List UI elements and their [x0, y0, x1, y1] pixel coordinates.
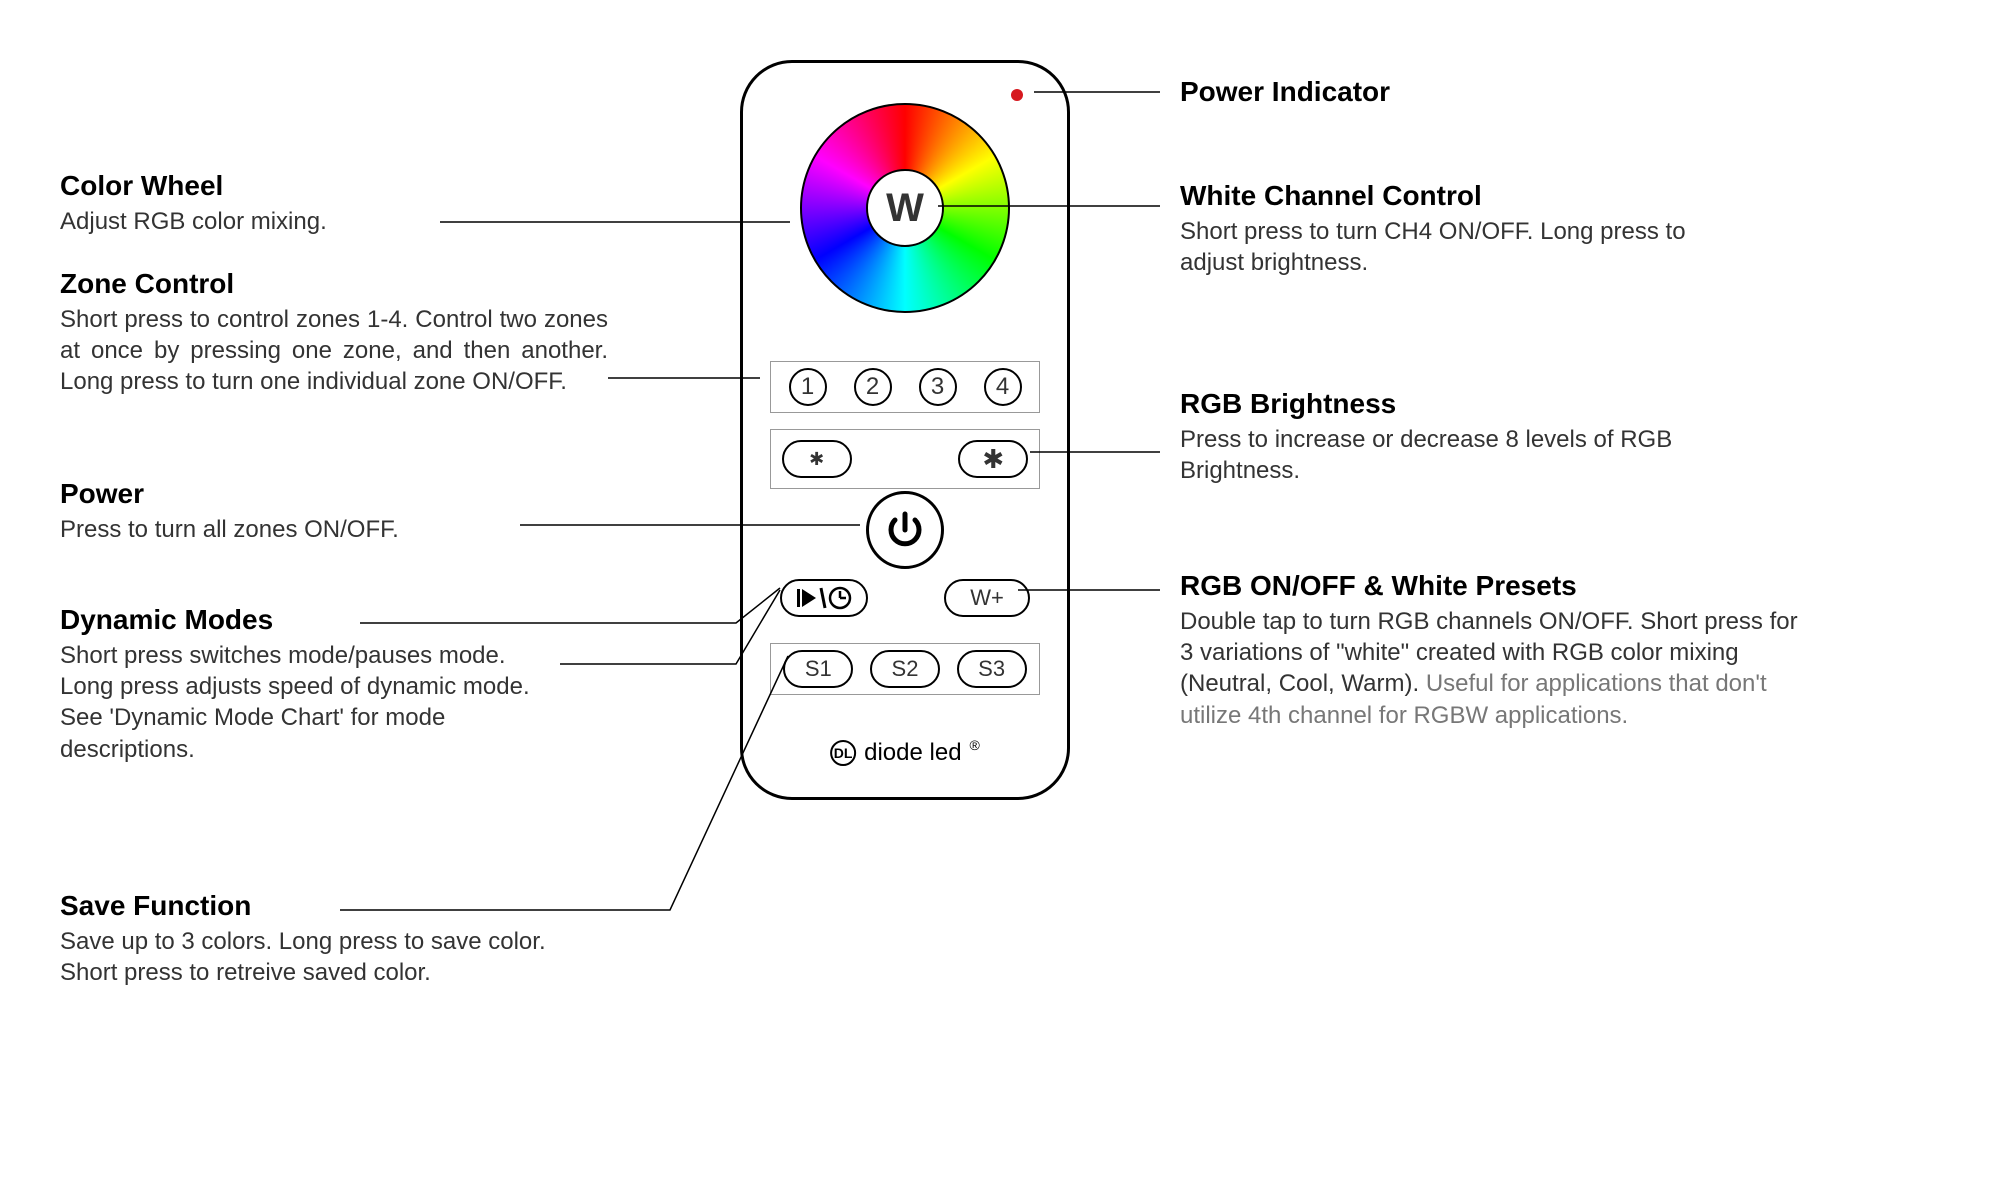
label-title: Dynamic Modes: [60, 604, 560, 636]
label-desc: Press to turn all zones ON/OFF.: [60, 514, 600, 545]
label-desc: Short press switches mode/pauses mode. L…: [60, 640, 560, 765]
dynamic-mode-button[interactable]: [780, 579, 868, 617]
brightness-down-icon: ✱: [809, 449, 824, 470]
brightness-row: ✱ ✱: [770, 429, 1040, 489]
zone-label-4: 4: [996, 373, 1009, 401]
label-rgb-brightness: RGB Brightness Press to increase or decr…: [1180, 388, 1700, 486]
label-title: Power: [60, 478, 600, 510]
label-title: Save Function: [60, 890, 550, 922]
label-power: Power Press to turn all zones ON/OFF.: [60, 478, 600, 545]
brand-logo-text: DL: [834, 745, 853, 761]
label-save-function: Save Function Save up to 3 colors. Long …: [60, 890, 550, 988]
zone-label-2: 2: [866, 373, 879, 401]
label-desc: Press to increase or decrease 8 levels o…: [1180, 424, 1700, 486]
zone-button-2[interactable]: 2: [854, 368, 892, 406]
zone-label-1: 1: [801, 373, 814, 401]
color-wheel[interactable]: W: [800, 103, 1010, 313]
zone-label-3: 3: [931, 373, 944, 401]
label-desc: Adjust RGB color mixing.: [60, 206, 600, 237]
white-channel-button[interactable]: W: [866, 169, 944, 247]
label-white-channel: White Channel Control Short press to tur…: [1180, 180, 1700, 278]
brightness-down-button[interactable]: ✱: [782, 440, 852, 478]
save-label-3: S3: [978, 656, 1005, 682]
desc-main: Short press switches mode/pauses mode. L…: [60, 642, 530, 763]
label-desc: Double tap to turn RGB channels ON/OFF. …: [1180, 606, 1800, 731]
label-desc: Save up to 3 colors. Long press to save …: [60, 926, 550, 988]
label-title: RGB ON/OFF & White Presets: [1180, 570, 1800, 602]
brightness-up-button[interactable]: ✱: [958, 440, 1028, 478]
brand-text: diode led: [864, 739, 961, 767]
remote-body: W 1 2 3 4 ✱ ✱: [740, 60, 1070, 800]
label-title: Color Wheel: [60, 170, 600, 202]
label-power-indicator: Power Indicator: [1180, 76, 1780, 112]
label-rgb-onoff: RGB ON/OFF & White Presets Double tap to…: [1180, 570, 1800, 731]
brightness-up-icon: ✱: [982, 444, 1004, 475]
label-desc: Short press to turn CH4 ON/OFF. Long pre…: [1180, 216, 1700, 278]
white-preset-button[interactable]: W+: [944, 579, 1030, 617]
zone-button-1[interactable]: 1: [789, 368, 827, 406]
save-label-2: S2: [892, 656, 919, 682]
diagram-container: W 1 2 3 4 ✱ ✱: [60, 40, 1954, 1152]
label-desc: Short press to control zones 1-4. Contro…: [60, 304, 608, 398]
power-led-icon: [1011, 89, 1023, 101]
label-dynamic-modes: Dynamic Modes Short press switches mode/…: [60, 604, 560, 765]
brand-logo-icon: DL: [830, 740, 856, 766]
zone-button-3[interactable]: 3: [919, 368, 957, 406]
wplus-label: W+: [970, 585, 1004, 611]
save-button-1[interactable]: S1: [783, 650, 853, 688]
save-button-2[interactable]: S2: [870, 650, 940, 688]
label-zone-control: Zone Control Short press to control zone…: [60, 268, 608, 398]
label-title: RGB Brightness: [1180, 388, 1700, 420]
white-channel-label: W: [886, 186, 924, 231]
power-button[interactable]: [866, 491, 944, 569]
brand-logo: DL diode led ®: [830, 739, 980, 767]
label-color-wheel: Color Wheel Adjust RGB color mixing.: [60, 170, 600, 237]
zone-row: 1 2 3 4: [770, 361, 1040, 413]
save-button-3[interactable]: S3: [957, 650, 1027, 688]
save-label-1: S1: [805, 656, 832, 682]
label-title: White Channel Control: [1180, 180, 1700, 212]
power-icon: [883, 508, 927, 552]
label-title: Power Indicator: [1180, 76, 1780, 108]
save-row: S1 S2 S3: [770, 643, 1040, 695]
mode-row: W+: [770, 571, 1040, 625]
play-clock-icon: [796, 586, 852, 610]
zone-button-4[interactable]: 4: [984, 368, 1022, 406]
label-title: Zone Control: [60, 268, 608, 300]
